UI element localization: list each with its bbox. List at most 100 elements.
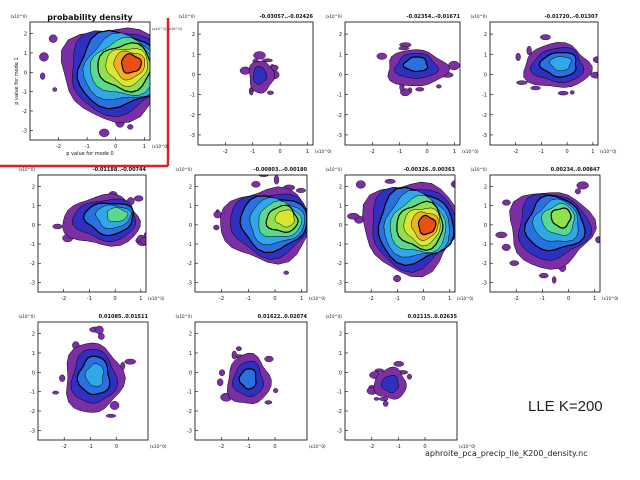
- y-tick-label: 0: [339, 370, 342, 376]
- y-unit-label: (x10^0): [176, 167, 193, 172]
- density-speckle: [467, 228, 479, 235]
- density-speckle: [457, 254, 466, 259]
- plot-frame: [344, 21, 461, 146]
- x-tick-label: -1: [87, 296, 92, 302]
- density-speckle: [393, 361, 404, 367]
- panel-title: -0.00326..0.00363: [404, 167, 456, 173]
- density-speckle: [516, 80, 528, 85]
- filename-caption: aphroite_pca_precip_lle_K200_density.nc: [425, 449, 588, 458]
- density-contours: [239, 51, 280, 96]
- panel-7: -2 -1 0 1 2 1 0 -1 -2 -3 (x10^0) (x10^0) -0.00326..0…: [326, 167, 479, 302]
- y-tick-label: -2: [30, 409, 35, 415]
- x-tick-label: -1: [246, 296, 251, 302]
- y-tick-label: -2: [337, 261, 342, 267]
- density-speckle: [239, 66, 251, 75]
- density-speckle: [347, 212, 360, 220]
- y-unit-label: (x10^0): [326, 314, 343, 319]
- density-speckle: [526, 45, 532, 56]
- y-tick-label: 2: [484, 32, 487, 38]
- y-tick-label: 1: [32, 204, 35, 210]
- panel-9: -2 -1 0 2 1 0 -1 -2 -3 (x10^0) (x10^0) 0.01085..0.0…: [19, 314, 167, 450]
- density-speckle: [501, 243, 511, 251]
- y-tick-label: 2: [189, 185, 192, 191]
- y-tick-label: 0: [339, 72, 342, 78]
- contour-level-2: [380, 375, 399, 394]
- density-speckle: [574, 188, 581, 195]
- y-tick-label: 2: [339, 332, 342, 338]
- x-unit-label: (x10^0): [462, 149, 479, 154]
- panel-1: -2 -1 0 1 2 1 0 -1 -2 -3 (x10^0) (x10^0) probability…: [11, 13, 184, 157]
- method-label: LLE K=200: [528, 398, 603, 415]
- y-tick-label: 2: [339, 32, 342, 38]
- x-tick-label: 1: [306, 149, 309, 155]
- y-tick-label: 1: [339, 351, 342, 357]
- density-speckle: [105, 413, 117, 418]
- x-unit-label: (x10^0): [309, 296, 326, 301]
- x-tick-label: 0: [423, 444, 426, 450]
- panel-title: -0.00803..-0.00180: [254, 167, 308, 173]
- x-tick-label: 1: [448, 296, 451, 302]
- plot-frame: [37, 321, 149, 441]
- density-speckle: [415, 87, 425, 92]
- density-speckle: [127, 124, 134, 130]
- x-unit-label: (x10^0): [148, 296, 165, 301]
- density-contours: [216, 346, 279, 405]
- density-speckle: [540, 34, 551, 41]
- y-unit-label: (x10^0): [326, 167, 343, 172]
- x-tick-label: -2: [61, 296, 66, 302]
- density-speckle: [273, 388, 279, 393]
- x-tick-label: 0: [567, 296, 570, 302]
- density-speckle: [251, 181, 261, 188]
- y-tick-label: -1: [187, 390, 192, 396]
- y-tick-label: 1: [484, 204, 487, 210]
- density-speckle: [462, 199, 474, 203]
- y-tick-label: 1: [339, 204, 342, 210]
- x-tick-label: -2: [219, 296, 224, 302]
- plot-frame: [344, 321, 458, 441]
- contour-level-3: [238, 368, 257, 390]
- density-speckle: [595, 236, 600, 244]
- x-tick-label: -1: [250, 149, 255, 155]
- panel-title: 0.00234..0.00847: [551, 167, 601, 173]
- density-contours: [213, 175, 307, 275]
- x-tick-label: 1: [591, 149, 594, 155]
- contour-level-7: [274, 209, 295, 228]
- density-speckle: [539, 273, 549, 279]
- density-speckle: [393, 274, 402, 283]
- x-unit-label: (x10^0): [459, 444, 476, 449]
- y-tick-label: 2: [484, 185, 487, 191]
- x-unit-label: (x10^0): [457, 296, 474, 301]
- density-speckle: [398, 46, 410, 51]
- density-speckle: [213, 224, 220, 231]
- x-axis-label: p value for mode 0: [66, 151, 113, 157]
- density-speckle: [52, 390, 59, 395]
- y-unit-label: (x10^0): [179, 14, 196, 19]
- y-tick-label: -1: [337, 93, 342, 99]
- plot-frame: [489, 21, 599, 146]
- x-tick-label: 0: [426, 149, 429, 155]
- density-speckle: [495, 231, 508, 239]
- density-speckle: [174, 95, 184, 101]
- panel-title: 0.01622..0.02074: [258, 314, 308, 320]
- x-tick-label: -1: [88, 444, 93, 450]
- x-tick-label: -2: [369, 296, 374, 302]
- y-tick-label: -3: [337, 428, 342, 434]
- density-speckle: [98, 333, 105, 340]
- x-tick-label: -1: [540, 296, 545, 302]
- panel-3: -2 -1 0 1 2 1 0 -1 -2 -3 (x10^0) (x10^0) -0.02354..-…: [326, 14, 479, 155]
- x-tick-label: 0: [273, 296, 276, 302]
- density-speckle: [450, 180, 455, 189]
- density-speckle: [597, 72, 598, 77]
- y-tick-label: -2: [190, 113, 195, 119]
- x-unit-label: (x10^0): [309, 444, 326, 449]
- x-tick-label: -1: [396, 444, 401, 450]
- x-tick-label: 0: [114, 296, 117, 302]
- density-speckle: [39, 52, 49, 62]
- y-tick-label: 0: [24, 70, 27, 76]
- density-speckle: [457, 211, 465, 218]
- y-tick-label: 0: [339, 223, 342, 229]
- x-tick-label: 1: [453, 149, 456, 155]
- panel-title: 0.02115..0.02635: [408, 314, 458, 320]
- density-speckle: [570, 90, 575, 95]
